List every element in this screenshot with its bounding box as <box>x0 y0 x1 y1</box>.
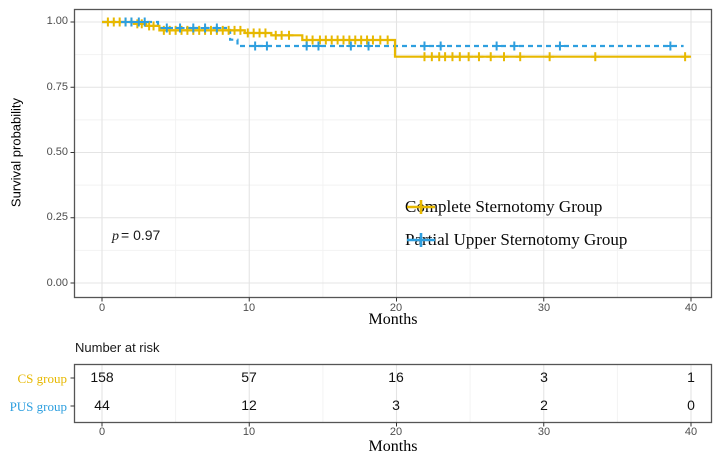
y-tick-label: 0.75 <box>46 81 68 93</box>
risk-table-title: Number at risk <box>75 340 160 355</box>
x-axis-title: Months <box>368 311 418 328</box>
risk-table-canvas <box>70 363 713 427</box>
x-tick-label: 30 <box>537 302 551 314</box>
legend-label: Partial Upper Sternotomy Group <box>405 230 628 249</box>
risk-count: 158 <box>90 369 114 385</box>
p-symbol: p <box>112 229 119 244</box>
p-value-annotation: p = 0.97 <box>112 227 160 245</box>
legend-key-line-plus-icon <box>407 233 435 247</box>
risk-x-tick-label: 20 <box>389 426 403 438</box>
risk-x-tick-label: 30 <box>537 426 551 438</box>
survival-plot-canvas <box>70 8 713 302</box>
legend-item-partial-upper-sternotomy: Partial Upper Sternotomy Group <box>405 230 627 250</box>
legend-label: Complete Sternotomy Group <box>405 197 603 216</box>
y-tick-label: 1.00 <box>46 15 68 27</box>
risk-count: 16 <box>388 369 404 385</box>
y-axis-title: Survival probability <box>8 97 24 208</box>
x-tick-label: 40 <box>684 302 698 314</box>
risk-x-tick-label: 0 <box>98 426 106 438</box>
x-tick-label: 10 <box>242 302 256 314</box>
risk-count: 3 <box>392 397 400 413</box>
risk-count: 3 <box>540 369 548 385</box>
y-tick-label: 0.25 <box>46 211 68 223</box>
y-tick-label: 0.00 <box>46 277 68 289</box>
risk-count: 57 <box>241 369 257 385</box>
risk-x-tick-label: 10 <box>242 426 256 438</box>
x-tick-label: 20 <box>389 302 403 314</box>
legend: Complete Sternotomy Group Partial Upper … <box>405 197 627 250</box>
legend-key-line-plus-icon <box>407 200 435 214</box>
risk-row-label-cs: CS group <box>17 371 67 386</box>
y-tick-label: 0.50 <box>46 146 68 158</box>
risk-count: 0 <box>687 397 695 413</box>
risk-count: 2 <box>540 397 548 413</box>
risk-x-tick-label: 40 <box>684 426 698 438</box>
x-tick-label: 0 <box>98 302 106 314</box>
p-value-text: = 0.97 <box>121 227 161 243</box>
legend-item-complete-sternotomy: Complete Sternotomy Group <box>405 197 627 217</box>
risk-x-axis-title: Months <box>368 438 418 455</box>
risk-count: 1 <box>687 369 695 385</box>
risk-count: 44 <box>94 397 110 413</box>
risk-row-label-pus: PUS group <box>9 399 67 414</box>
risk-count: 12 <box>241 397 257 413</box>
